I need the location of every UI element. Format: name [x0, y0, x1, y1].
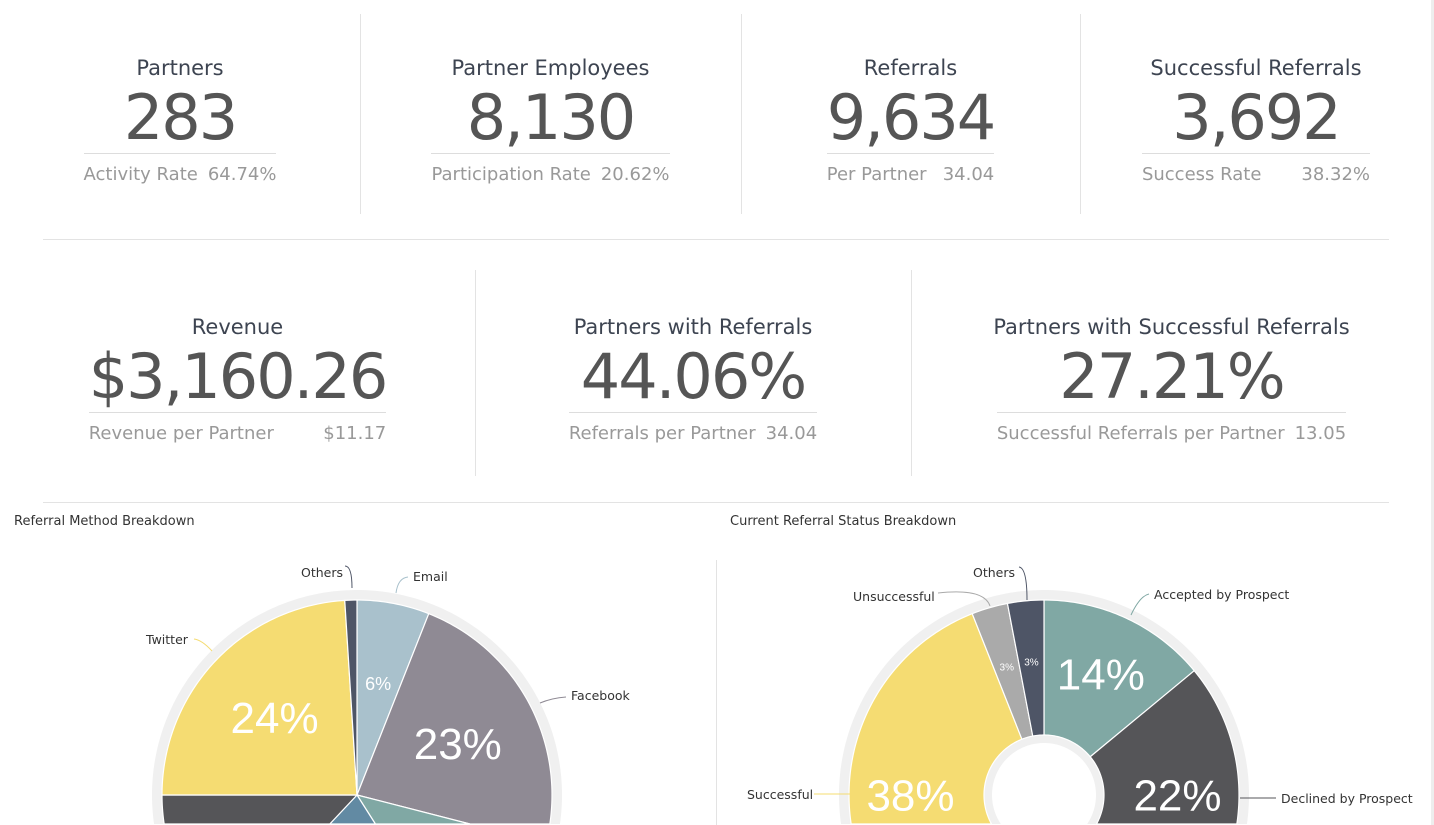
pie-slice — [848, 612, 1023, 825]
leader-line — [193, 638, 213, 652]
slice-legend-label: Successful — [747, 787, 813, 802]
pie-slice — [161, 794, 359, 825]
leader-line — [937, 591, 991, 607]
stat-value: 3,692 — [1172, 81, 1342, 154]
leader-line — [539, 696, 567, 704]
stat-title: Partners with Successful Referrals — [993, 315, 1350, 339]
slice-value-label: 24% — [231, 694, 319, 743]
leader-line — [1130, 593, 1150, 616]
stat-value: 44.06% — [580, 340, 807, 413]
slice-legend-label: Accepted by Prospect — [1154, 587, 1289, 602]
divider — [43, 239, 1389, 240]
stat-sub-label: Participation Rate — [431, 164, 591, 185]
chart-title-referral-method: Referral Method Breakdown — [14, 514, 195, 529]
stat-title: Partner Employees — [451, 56, 650, 80]
stat-title: Partners with Referrals — [573, 315, 813, 339]
stat-sub-label: Activity Rate — [83, 164, 198, 185]
stat-referrals: Referrals 9,634 Per Partner 34.04 — [741, 55, 1080, 186]
leader-line — [344, 565, 353, 589]
stat-value: 8,130 — [466, 81, 637, 154]
pie-slice — [1006, 599, 1045, 737]
stat-partner-employees: Partner Employees 8,130 Participation Ra… — [360, 55, 741, 186]
slice-value-label: 14% — [1057, 651, 1145, 700]
slice-legend-label: Facebook — [571, 688, 630, 703]
stat-sub-label: Success Rate — [1141, 164, 1262, 185]
pie-slice — [356, 599, 430, 796]
stat-title: Successful Referrals — [1150, 56, 1362, 80]
divider — [716, 560, 717, 825]
stat-partners-with-referrals: Partners with Referrals 44.06% Referrals… — [475, 314, 911, 445]
stat-value: $3,160.26 — [88, 340, 389, 413]
slice-legend-label: Others — [973, 565, 1015, 580]
stat-sub-value: 64.74% — [207, 164, 277, 185]
stat-value: 283 — [123, 81, 238, 154]
stat-sub-value: 13.05 — [1294, 423, 1347, 444]
slice-value-label: 22% — [1133, 771, 1221, 820]
slice-value-label: 38% — [866, 771, 954, 820]
stat-title: Partners — [136, 56, 224, 80]
slice-legend-label: Others — [301, 565, 343, 580]
stat-successful-referrals: Successful Referrals 3,692 Success Rate 3… — [1080, 55, 1432, 186]
slice-legend-label: Email — [413, 569, 448, 584]
slice-legend-label: Twitter — [145, 632, 189, 647]
slice-value-label: 6% — [365, 674, 391, 694]
chart-title-referral-status: Current Referral Status Breakdown — [730, 514, 957, 529]
stat-title: Referrals — [863, 56, 958, 80]
scrollbar[interactable] — [1431, 0, 1434, 825]
stat-partners: Partners 283 Activity Rate 64.74% — [0, 55, 360, 186]
divider — [475, 270, 476, 476]
slice-value-label: 23% — [414, 720, 502, 769]
stat-value: 27.21% — [1059, 340, 1285, 413]
stat-value: 9,634 — [826, 81, 996, 154]
slice-value-label: 3% — [1024, 658, 1039, 669]
pie-slice — [356, 612, 553, 825]
stat-title: Revenue — [191, 315, 284, 339]
divider — [741, 14, 742, 214]
divider — [360, 14, 361, 214]
stat-sub-value: 20.62% — [600, 164, 670, 185]
stat-revenue: Revenue $3,160.26 Revenue per Partner $11… — [0, 314, 475, 445]
stat-sub-value: 34.04 — [942, 164, 995, 185]
leader-line — [395, 576, 409, 594]
pie-slice — [1089, 669, 1240, 825]
stat-partners-with-successful-referrals: Partners with Successful Referrals 27.21… — [911, 314, 1432, 445]
divider — [911, 270, 912, 476]
divider — [43, 502, 1389, 503]
stat-sub-label: Successful Referrals per Partner — [996, 423, 1285, 444]
stat-sub-label: Per Partner — [826, 164, 927, 185]
stat-sub-value: 34.04 — [765, 423, 818, 444]
donut-hole — [992, 743, 1096, 824]
stat-sub-value: 38.32% — [1301, 164, 1371, 185]
pie-slice — [344, 599, 358, 796]
stat-sub-value: $11.17 — [323, 423, 387, 444]
slice-legend-label: Unsuccessful — [853, 589, 935, 604]
pie-slice — [161, 599, 358, 796]
stat-sub-label: Revenue per Partner — [88, 423, 274, 444]
divider — [1080, 14, 1081, 214]
stat-sub-label: Referrals per Partner — [568, 423, 756, 444]
slice-value-label: 3% — [1000, 662, 1015, 673]
leader-line — [1018, 566, 1028, 601]
slice-legend-label: Declined by Prospect — [1281, 791, 1413, 806]
